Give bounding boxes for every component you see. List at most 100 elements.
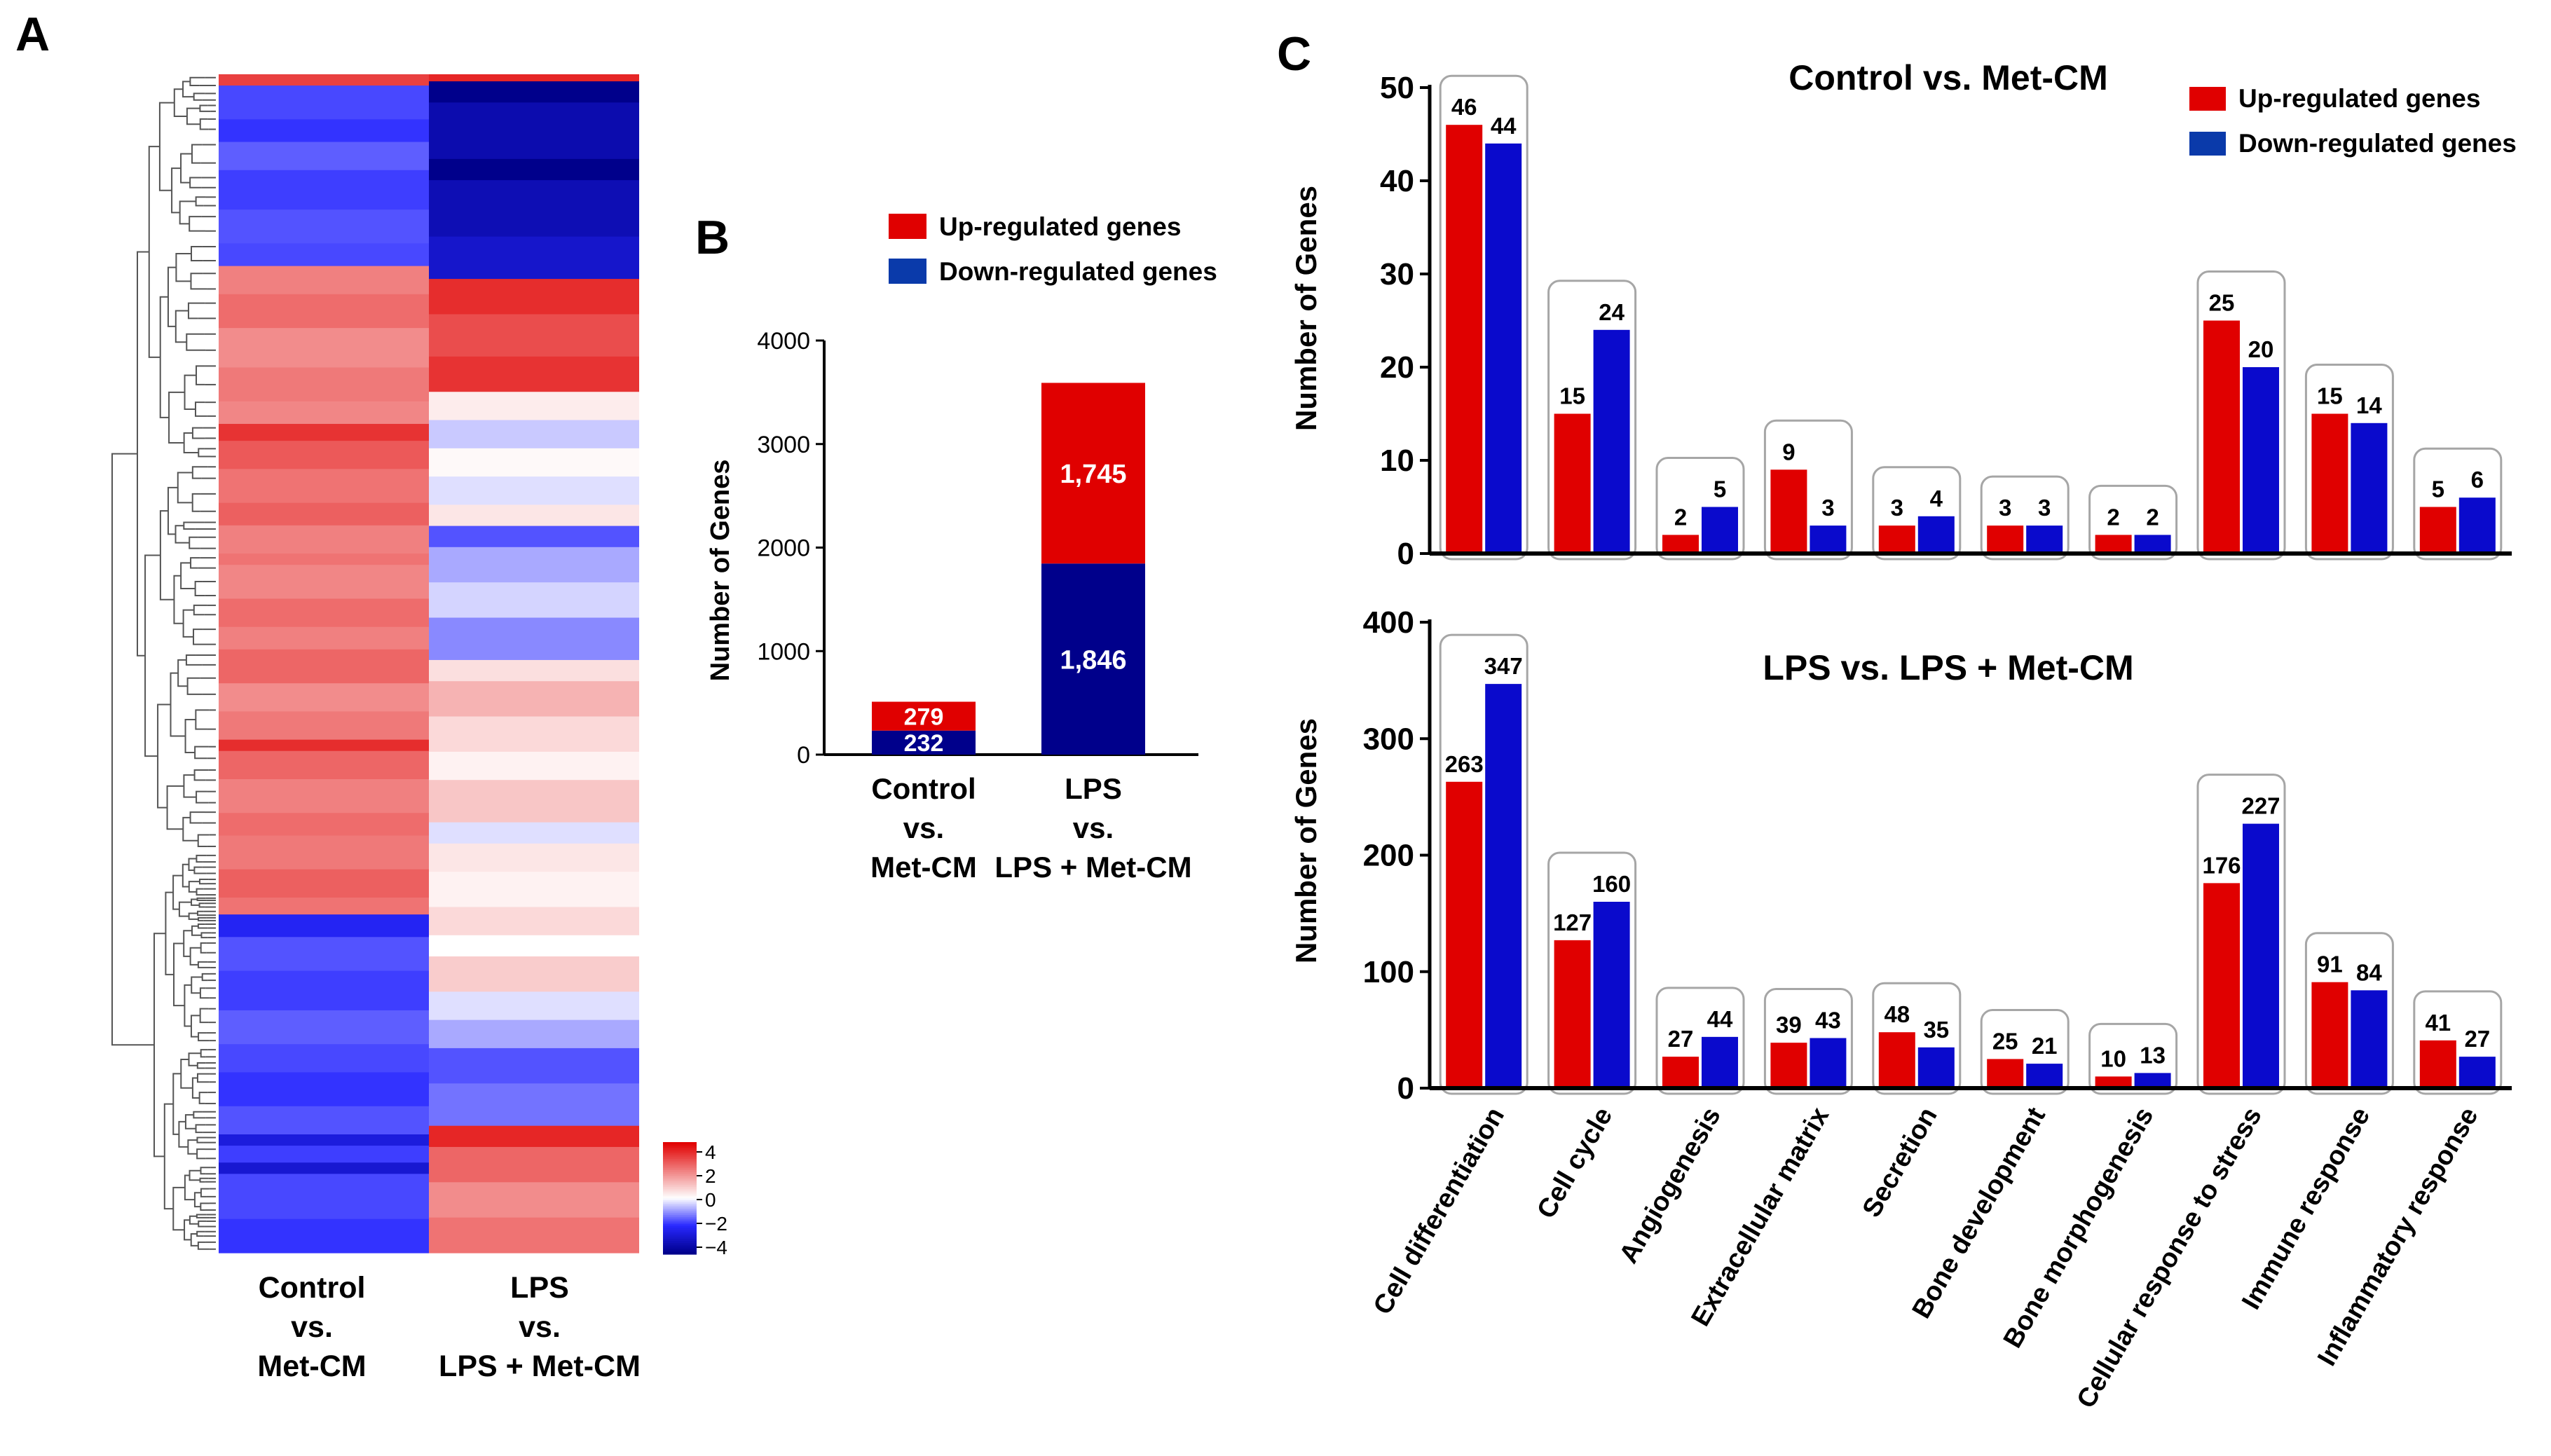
dendrogram-link [191, 1077, 200, 1099]
c-bottom-group-box [2088, 1022, 2178, 1095]
c-top-bar-down [2134, 535, 2171, 554]
heatmap-col1-segment [219, 170, 429, 210]
heatmap-col2-segment [429, 582, 639, 619]
c-bottom-bar-up [2419, 1040, 2456, 1088]
dendrogram-link [189, 76, 205, 87]
dendrogram-link [189, 1169, 201, 1181]
dendrogram-link [200, 1188, 210, 1197]
dendrogram-link [172, 1186, 185, 1231]
category-label: Cellular response to stress [2071, 1103, 2267, 1413]
heatmap-col2-segment [429, 279, 639, 315]
panel-b-bar-value: 279 [904, 703, 944, 730]
colorbar-step [663, 1157, 697, 1160]
dendrogram-link [180, 1058, 193, 1089]
c-bottom-bar-value: 176 [2202, 852, 2241, 878]
dendrogram-link [197, 834, 210, 847]
colorbar-step [663, 1196, 697, 1199]
c-bottom-bar-up [1987, 1059, 2024, 1088]
dendrogram-link [167, 486, 178, 535]
c-bottom-bar-value: 44 [1707, 1006, 1733, 1032]
c-top-bar-value: 46 [1451, 94, 1477, 120]
c-top-bar-value: 24 [1599, 299, 1625, 325]
colorbar-step [663, 1205, 697, 1208]
dendrogram-link [193, 92, 205, 101]
dendrogram-link [193, 1111, 206, 1119]
heatmap-col2-segment [429, 617, 639, 661]
colorbar-step [663, 1246, 697, 1249]
heatmap-col1-segment [219, 210, 429, 245]
c-bottom-y-tick-label: 200 [1363, 839, 1414, 873]
c-top-y-tick-label: 20 [1380, 350, 1414, 385]
c-bottom-y-tick-label: 100 [1363, 955, 1414, 989]
dendrogram-link [182, 863, 189, 888]
heatmap-col1-segment [219, 441, 429, 469]
c-top-group-box [1655, 457, 1745, 561]
c-bottom-group-box [2196, 774, 2286, 1095]
c-top-bar-up [2419, 507, 2456, 554]
c-bottom-bar-value: 27 [2464, 1026, 2490, 1052]
heatmap-col1-segment [219, 626, 429, 650]
dendrogram-link [197, 1241, 210, 1250]
legend-label-down: Down-regulated genes [2238, 129, 2517, 158]
dendrogram-link [198, 448, 211, 458]
heatmap-column-label: LPS + Met-CM [439, 1349, 641, 1383]
c-top-bar-down [1593, 329, 1630, 554]
heatmap-col1-segment [219, 1162, 429, 1174]
c-top-bar-value: 15 [1559, 383, 1585, 409]
panel-b-category-label: LPS [1065, 772, 1122, 805]
dendrogram-link [163, 1103, 174, 1210]
c-top-y-tick-label: 40 [1380, 164, 1414, 198]
c-bottom-bar-value: 39 [1776, 1012, 1802, 1038]
dendrogram-link [189, 811, 205, 824]
heatmap-col1-segment [219, 897, 429, 915]
dendrogram-link [201, 973, 210, 982]
c-top-bar-up [2203, 320, 2240, 554]
heatmap-col2-segment [429, 907, 639, 936]
dendrogram-link [166, 785, 184, 830]
colorbar-step [663, 1155, 697, 1158]
colorbar-step [663, 1174, 697, 1176]
dendrogram-link [200, 942, 207, 954]
colorbar-step [663, 1218, 697, 1221]
colorbar-step [663, 1198, 697, 1201]
heatmap-col1-segment [219, 423, 429, 441]
dendrogram-link [173, 88, 187, 117]
dendrogram-link [196, 1230, 205, 1237]
heatmap-col1-segment [219, 1010, 429, 1045]
dendrogram-link [180, 562, 196, 590]
panel-b-y-tick-label: 0 [797, 742, 810, 769]
c-bottom-bar-value: 227 [2241, 793, 2280, 819]
c-top-group-box [1439, 74, 1528, 561]
c-bottom-bar-value: 13 [2140, 1042, 2166, 1068]
c-top-bar-value: 4 [1930, 486, 1943, 511]
dendrogram-link [185, 654, 203, 666]
colorbar-step [663, 1142, 697, 1145]
c-top-bar-value: 20 [2248, 336, 2274, 362]
heatmap-col2-segment [429, 504, 639, 527]
colorbar-step [663, 1172, 697, 1174]
colorbar-step [663, 1193, 697, 1195]
colorbar-step [663, 1153, 697, 1156]
dendrogram-link [184, 984, 192, 1027]
heatmap-col2-segment [429, 81, 639, 103]
colorbar-step [663, 1202, 697, 1204]
dendrogram-link [190, 246, 203, 261]
dendrogram-link [198, 1092, 208, 1104]
dendrogram-link [197, 923, 208, 929]
panel-b-category-label: LPS + Met-CM [994, 851, 1191, 884]
c-bottom-bar-up [1446, 781, 1483, 1088]
dendrogram-link [191, 925, 202, 936]
heatmap-col2-segment [429, 392, 639, 421]
dendrogram-link [189, 1215, 199, 1225]
heatmap-col2-segment [429, 180, 639, 238]
dendrogram-link [179, 200, 196, 225]
heatmap-col2-segment [429, 681, 639, 717]
c-top-bar-value: 44 [1491, 113, 1517, 139]
c-bottom-bar-value: 91 [2317, 952, 2343, 977]
heatmap-col1-segment [219, 914, 429, 938]
dendrogram-link [167, 266, 177, 327]
dendrogram-link [193, 866, 207, 874]
heatmap-col1-segment [219, 778, 429, 813]
c-bottom-bar-value: 127 [1553, 909, 1592, 935]
